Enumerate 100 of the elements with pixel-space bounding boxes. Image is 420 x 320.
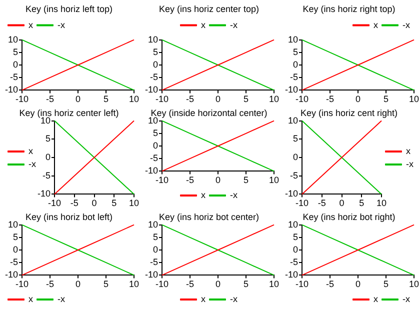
y-tick-label: -10 (144, 270, 158, 280)
x-tick-label: 10 (128, 279, 139, 290)
legend-label: -x (402, 20, 410, 30)
y-tick-label: -5 (290, 257, 298, 268)
x-tick-label: -5 (70, 198, 78, 208)
y-tick-label: 0 (152, 59, 158, 70)
x-tick-label: 0 (339, 198, 344, 208)
y-tick-label: 5 (152, 232, 158, 242)
chart-title: Key (ins horiz center top) (158, 4, 260, 14)
legend-label: x (201, 20, 206, 30)
y-tick-label: 0 (152, 244, 158, 254)
legend-label: -x (28, 158, 36, 169)
y-tick-label: 10 (8, 34, 18, 44)
x-tick-label: 10 (128, 94, 139, 104)
legend-label: x (28, 20, 34, 30)
y-tick-label: 10 (40, 115, 51, 126)
legend-label: -x (230, 20, 238, 30)
y-tick-label: 0 (292, 152, 298, 162)
y-tick-label: -10 (37, 188, 51, 199)
chart-title: Key (ins horiz bot center) (158, 212, 260, 222)
chart-title: Key (ins horiz bot right) (302, 212, 396, 222)
chart-title: Key (ins horiz right top) (302, 4, 396, 14)
y-tick-label: 0 (12, 244, 18, 254)
x-tick-label: 5 (112, 198, 117, 208)
x-tick-label: 0 (75, 279, 81, 290)
y-tick-label: -10 (284, 84, 298, 95)
y-tick-label: -10 (144, 166, 158, 176)
y-tick-label: -5 (150, 257, 158, 268)
y-tick-label: 5 (152, 46, 158, 57)
legend-label: x (201, 294, 206, 304)
y-tick-label: 5 (152, 128, 158, 138)
legend-label: x (201, 190, 206, 200)
y-tick-label: 10 (288, 115, 298, 126)
x-tick-label: -5 (186, 175, 194, 186)
y-tick-label: 0 (152, 140, 158, 150)
x-tick-label: 5 (359, 198, 364, 208)
legend-label: x (28, 146, 34, 156)
chart-title: Key (ins horiz left top) (25, 4, 113, 14)
x-tick-label: 10 (408, 279, 419, 290)
y-tick-label: 5 (45, 134, 51, 144)
y-tick-label: -10 (284, 270, 298, 280)
x-tick-label: 5 (383, 94, 389, 104)
x-tick-label: 0 (92, 198, 97, 208)
legend-label: -x (58, 294, 66, 304)
x-tick-label: 10 (268, 175, 279, 186)
legend-label: -x (406, 158, 414, 169)
chart-title: Key (ins horiz bot left) (25, 212, 113, 222)
legend-label: x (374, 294, 379, 304)
y-tick-label: 5 (292, 134, 298, 144)
y-tick-label: 0 (45, 152, 51, 162)
x-tick-label: -5 (318, 198, 326, 208)
x-tick-label: 5 (383, 279, 389, 290)
legend-label: -x (402, 294, 410, 304)
y-tick-label: -10 (144, 84, 158, 95)
x-tick-label: 0 (355, 279, 361, 290)
legend-label: -x (58, 20, 66, 30)
y-tick-label: 10 (148, 34, 158, 44)
x-tick-label: 0 (355, 94, 361, 104)
y-tick-label: 0 (292, 244, 298, 254)
y-tick-label: -10 (4, 270, 18, 280)
y-tick-label: -5 (10, 72, 18, 82)
y-tick-label: 10 (8, 219, 18, 230)
legend-label: -x (230, 294, 238, 304)
chart-title: Key (inside horizontal center) (150, 108, 268, 118)
x-tick-label: 5 (103, 279, 109, 290)
y-tick-label: 5 (12, 46, 18, 57)
x-tick-label: 10 (268, 279, 279, 290)
x-tick-label: 0 (215, 279, 221, 290)
y-tick-label: -5 (290, 72, 298, 82)
chart-title: Key (ins horiz center left) (19, 108, 119, 118)
y-tick-label: 0 (292, 59, 298, 70)
x-tick-label: 10 (408, 94, 419, 104)
legend-label: -x (230, 190, 238, 200)
x-tick-label: -5 (186, 94, 194, 104)
x-tick-label: 5 (103, 94, 109, 104)
y-tick-label: -5 (10, 257, 18, 268)
y-tick-label: 10 (288, 219, 298, 230)
y-tick-label: 5 (292, 46, 298, 57)
y-tick-label: -10 (284, 188, 298, 199)
x-tick-label: 10 (376, 198, 387, 208)
legend-label: x (406, 146, 411, 156)
x-tick-label: 5 (243, 94, 249, 104)
x-tick-label: -5 (186, 279, 194, 290)
y-tick-label: 10 (148, 115, 158, 126)
y-tick-label: 0 (12, 59, 18, 70)
x-tick-label: 5 (243, 175, 249, 186)
x-tick-label: 0 (215, 94, 221, 104)
x-tick-label: 10 (128, 198, 139, 208)
x-tick-label: 5 (243, 279, 249, 290)
x-tick-label: 0 (215, 175, 221, 186)
x-tick-label: 10 (268, 94, 279, 104)
x-tick-label: -5 (326, 94, 334, 104)
y-tick-label: -5 (150, 72, 158, 82)
y-tick-label: 5 (12, 232, 18, 242)
y-tick-label: 5 (292, 232, 298, 242)
y-tick-label: 10 (148, 219, 158, 230)
y-tick-label: 10 (288, 34, 298, 44)
y-tick-label: -5 (150, 153, 158, 164)
y-tick-label: -10 (4, 84, 18, 95)
x-tick-label: -5 (326, 279, 334, 290)
